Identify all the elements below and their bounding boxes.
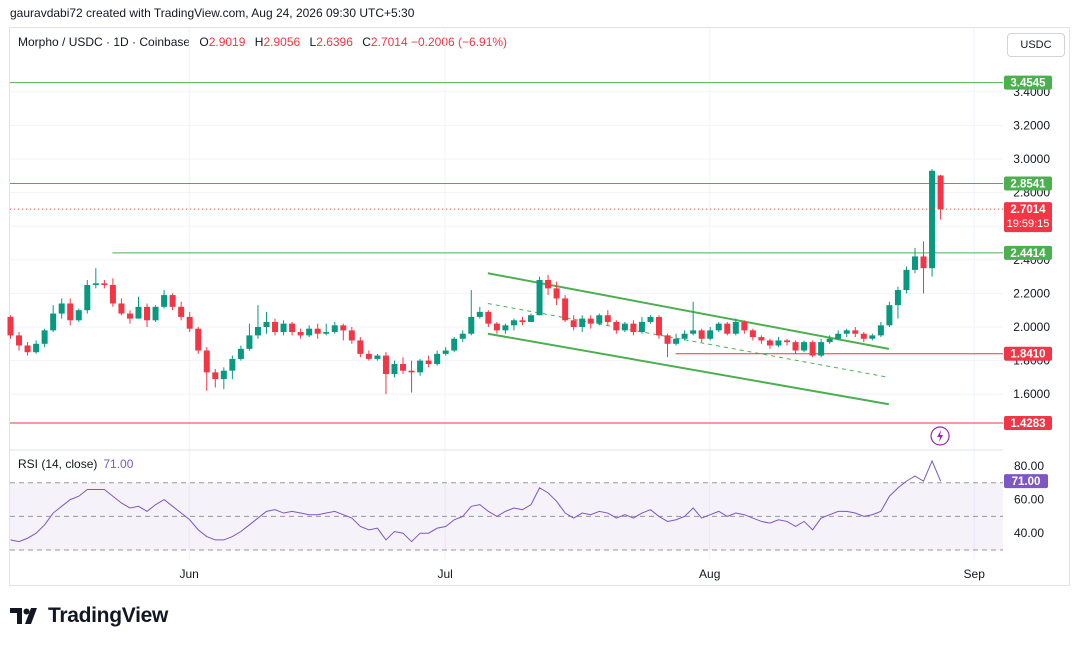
change-value: −0.2006 (−6.91%) bbox=[410, 35, 508, 49]
open-label: O bbox=[199, 35, 209, 49]
tradingview-logo[interactable]: TradingView bbox=[10, 604, 168, 628]
rsi-value: 71.00 bbox=[103, 457, 134, 471]
symbol-name[interactable]: Morpho / USDC · 1D · Coinbase bbox=[18, 35, 191, 49]
rsi-legend: RSI (14, close) 71.00 bbox=[18, 457, 133, 471]
high-value: 2.9056 bbox=[263, 35, 301, 49]
chart-frame[interactable] bbox=[9, 27, 1070, 586]
symbol-legend: Morpho / USDC · 1D · Coinbase O2.9019 H2… bbox=[18, 35, 507, 49]
low-label: L bbox=[309, 35, 317, 49]
tradingview-logo-icon bbox=[10, 608, 37, 624]
tradingview-wordmark: TradingView bbox=[48, 604, 169, 627]
chart-credit: gauravdabi72 created with TradingView.co… bbox=[10, 6, 415, 20]
low-value: 2.6396 bbox=[316, 35, 353, 49]
rsi-label[interactable]: RSI (14, close) bbox=[18, 457, 98, 471]
close-label: C bbox=[362, 35, 371, 49]
close-value: 2.7014 bbox=[370, 35, 408, 49]
open-value: 2.9019 bbox=[208, 35, 246, 49]
currency-button[interactable]: USDC bbox=[1007, 33, 1065, 57]
high-label: H bbox=[254, 35, 264, 49]
